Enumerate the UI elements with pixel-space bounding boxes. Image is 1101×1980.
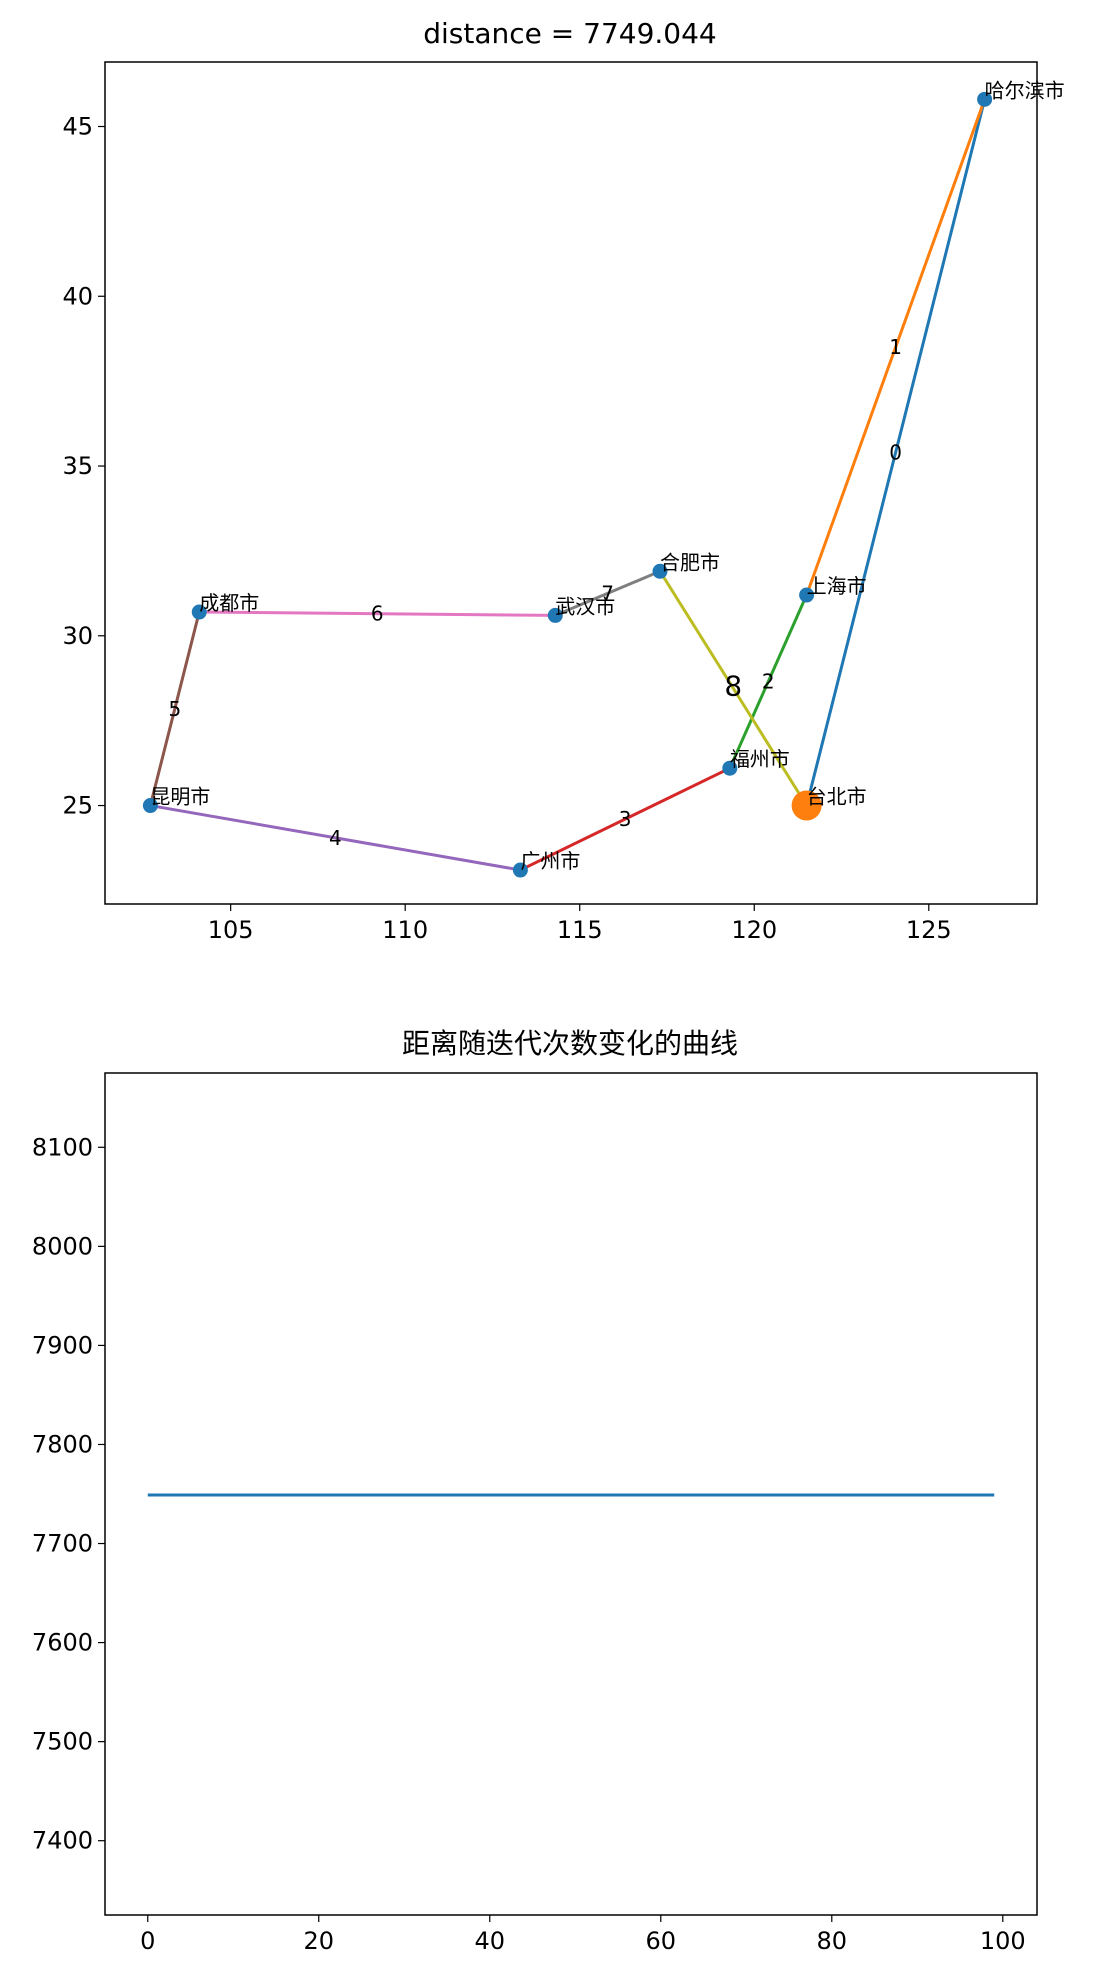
curve-y-tick-label: 7900 bbox=[32, 1331, 93, 1359]
route-x-tick-label: 115 bbox=[557, 916, 603, 944]
curve-y-tick-label: 7800 bbox=[32, 1430, 93, 1458]
route-segment-labels: 0 1 2 3 4 5 6 7 8 bbox=[168, 335, 902, 850]
route-segment-8 bbox=[658, 569, 809, 808]
route-x-tick-label: 105 bbox=[208, 916, 254, 944]
route-segment-label-4: 4 bbox=[329, 826, 342, 850]
route-y-tick-label: 40 bbox=[62, 282, 93, 310]
curve-y-tick-label: 7700 bbox=[32, 1530, 93, 1558]
route-x-axis-ticks: 105 110 115 120 125 bbox=[208, 904, 952, 944]
route-y-tick-label: 30 bbox=[62, 622, 93, 650]
city-point bbox=[722, 760, 738, 776]
city-point bbox=[977, 91, 993, 107]
route-segment-label-6: 6 bbox=[371, 602, 384, 626]
route-segment-6 bbox=[197, 610, 557, 617]
curve-y-tick-label: 8000 bbox=[32, 1232, 93, 1260]
curve-x-axis-ticks: 0 20 40 60 80 100 bbox=[140, 1915, 1026, 1955]
city-point bbox=[547, 607, 563, 623]
curve-x-tick-label: 20 bbox=[303, 1927, 334, 1955]
route-segment-2 bbox=[728, 593, 809, 770]
curve-x-tick-label: 80 bbox=[817, 1927, 848, 1955]
route-y-tick-label: 45 bbox=[62, 113, 93, 141]
route-segment-7 bbox=[553, 569, 662, 617]
route-y-tick-label: 25 bbox=[62, 792, 93, 820]
city-label: 合肥市 bbox=[660, 550, 720, 574]
city-label: 广州市 bbox=[520, 849, 580, 873]
route-segment-4 bbox=[148, 804, 522, 872]
city-point bbox=[652, 563, 668, 579]
curve-x-tick-label: 60 bbox=[646, 1927, 677, 1955]
curve-x-tick-label: 40 bbox=[474, 1927, 505, 1955]
curve-y-tick-label: 8100 bbox=[32, 1133, 93, 1161]
route-segment-0 bbox=[805, 97, 987, 808]
route-segment-label-7: 7 bbox=[601, 581, 614, 605]
route-plot-frame bbox=[104, 61, 1038, 905]
city-point bbox=[799, 587, 815, 603]
route-segment-label-5: 5 bbox=[168, 697, 181, 721]
route-segment-5 bbox=[148, 610, 201, 808]
route-lines bbox=[148, 97, 987, 872]
route-y-tick-label: 35 bbox=[62, 452, 93, 480]
route-points bbox=[142, 91, 993, 878]
route-y-axis-ticks: 25 30 35 40 45 bbox=[62, 113, 105, 820]
route-chart-title: distance = 7749.044 bbox=[423, 17, 717, 50]
city-label: 昆明市 bbox=[150, 785, 210, 809]
curve-x-tick-label: 0 bbox=[140, 1927, 155, 1955]
city-point bbox=[191, 604, 207, 620]
route-x-tick-label: 120 bbox=[731, 916, 777, 944]
route-x-tick-label: 125 bbox=[906, 916, 952, 944]
route-segment-1 bbox=[805, 97, 987, 597]
city-label: 成都市 bbox=[199, 591, 259, 615]
curve-chart-title: 距离随迭代次数变化的曲线 bbox=[402, 1027, 738, 1060]
city-label: 武汉市 bbox=[555, 594, 615, 618]
city-point bbox=[512, 862, 528, 878]
route-segment-3 bbox=[518, 766, 732, 872]
curve-x-tick-label: 100 bbox=[980, 1927, 1026, 1955]
curve-y-tick-label: 7400 bbox=[32, 1827, 93, 1855]
city-label: 上海市 bbox=[807, 574, 867, 598]
city-label: 台北市 bbox=[807, 785, 867, 809]
route-segment-label-0: 0 bbox=[889, 440, 902, 464]
start-city-marker bbox=[791, 790, 822, 821]
distance-curve-chart: 距离随迭代次数变化的曲线 0 20 40 60 80 100 7400 7500 7600 77… bbox=[32, 1027, 1038, 1955]
curve-y-axis-ticks: 7400 7500 7600 7700 7800 7900 8000 8100 bbox=[32, 1133, 105, 1855]
route-segment-label-1: 1 bbox=[889, 335, 902, 359]
city-label: 哈尔滨市 bbox=[985, 78, 1065, 102]
city-label: 福州市 bbox=[730, 747, 790, 771]
route-segment-label-8: 8 bbox=[724, 669, 742, 702]
curve-y-tick-label: 7600 bbox=[32, 1629, 93, 1657]
route-segment-label-2: 2 bbox=[762, 670, 775, 694]
route-segment-label-3: 3 bbox=[619, 807, 632, 831]
route-x-tick-label: 110 bbox=[382, 916, 428, 944]
curve-plot-frame bbox=[104, 1072, 1038, 1916]
city-point bbox=[142, 798, 158, 814]
curve-y-tick-label: 7500 bbox=[32, 1728, 93, 1756]
